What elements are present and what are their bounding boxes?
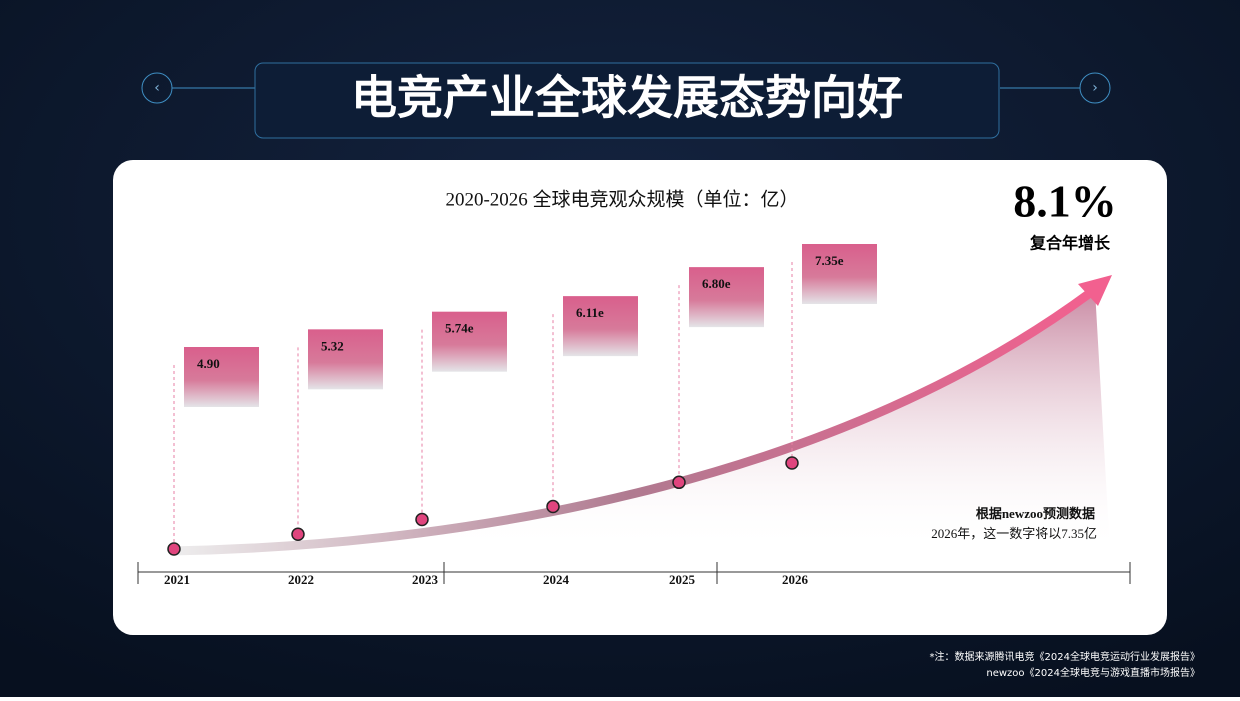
growth-arrow — [169, 289, 1093, 556]
value-label: 7.35e — [815, 253, 844, 268]
data-point — [167, 542, 181, 556]
value-label: 5.74e — [445, 321, 474, 336]
title-banner — [254, 62, 1000, 139]
note: 根据newzoo预测数据 — [976, 506, 1095, 521]
data-point — [672, 475, 686, 490]
x-tick-label: 2023 — [412, 572, 439, 587]
value-box — [184, 347, 259, 407]
value-label: 6.11e — [576, 305, 604, 320]
x-tick-label: 2021 — [164, 572, 190, 587]
chart-title: 2020-2026 全球电竞观众规模（单位：亿） — [445, 188, 798, 210]
arrow-head — [1078, 275, 1112, 306]
x-tick-label: 2026 — [782, 572, 809, 587]
nav-icon: ‹ — [154, 80, 160, 96]
growth-area — [170, 290, 1110, 551]
value-box — [689, 267, 764, 328]
note: 2026年，这一数字将以7.35亿 — [931, 526, 1097, 541]
value-box — [308, 329, 383, 390]
value-label: 5.32 — [321, 338, 344, 353]
x-tick-label: 2025 — [669, 572, 696, 587]
highlight-label: 复合年增长 — [1029, 234, 1111, 253]
x-tick-label: 2022 — [288, 572, 314, 587]
nav-icon: › — [1092, 80, 1098, 96]
nav-prev — [141, 72, 173, 104]
data-point — [415, 512, 429, 527]
value-label: 6.80e — [702, 276, 731, 291]
value-box — [563, 296, 638, 357]
data-point — [785, 456, 799, 470]
value-label: 4.90 — [197, 356, 220, 371]
footnote: newzoo《2024全球电竞与游戏直播市场报告》 — [986, 666, 1200, 679]
highlight-value: 8.1% — [1013, 176, 1117, 227]
data-point — [291, 527, 305, 542]
value-box — [432, 311, 507, 372]
value-box — [802, 244, 877, 304]
x-tick-label: 2024 — [543, 572, 570, 587]
page-title: 电竞产业全球发展态势向好 — [351, 71, 903, 125]
footnote: *注：数据来源腾讯电竞《2024全球电竞运动行业发展报告》 — [930, 650, 1200, 663]
data-point — [546, 499, 560, 514]
nav-next — [1079, 72, 1111, 104]
